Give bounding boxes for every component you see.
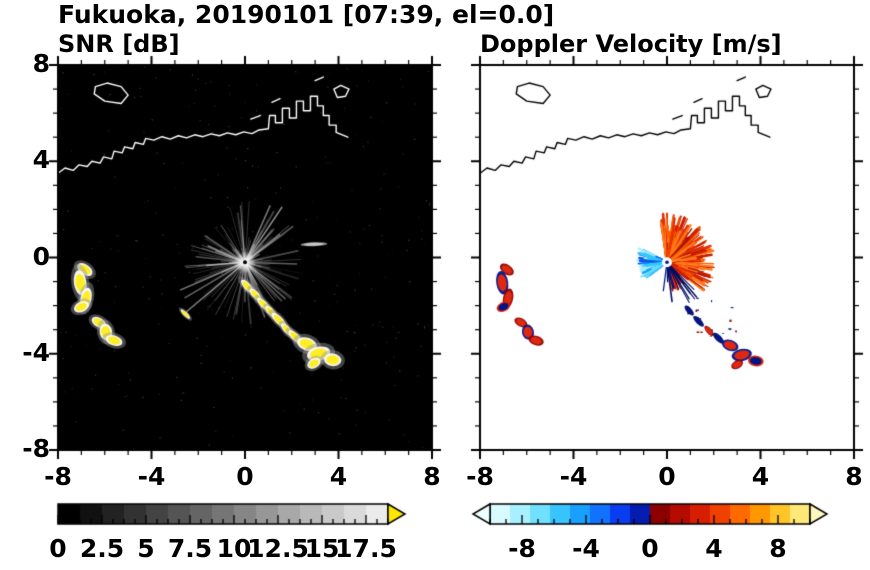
x-tick-label: 4 [329,462,348,491]
y-tick-label: 0 [32,241,50,271]
colorbar-tick-label: 0 [49,534,67,563]
colorbar-tick-label: -4 [572,534,600,563]
colorbar-tick-label: 17.5 [335,534,397,563]
colorbar-tick-label: 12.5 [247,534,309,563]
colorbar-tick-label: 2.5 [79,534,125,563]
y-tick-label: 8 [32,49,50,78]
y-tick-label: -4 [22,337,50,367]
y-tick-label: 4 [32,145,50,175]
x-tick-label: -8 [44,462,72,491]
x-tick-label: 0 [658,462,676,491]
x-tick-label: -4 [137,462,166,491]
colorbar-tick-label: 10 [216,534,252,563]
colorbar-tick-label: 7.5 [167,534,213,563]
x-tick-label: 8 [423,462,441,491]
x-tick-label: 4 [751,462,770,491]
colorbar-tick-label: -8 [508,534,536,563]
figure-title: Fukuoka, 20190101 [07:39, el=0.0] [58,0,555,29]
x-tick-label: -8 [466,462,494,491]
y-tick-label: -8 [22,434,50,463]
colorbar-tick-label: 5 [137,534,155,563]
colorbar-tick-label: 15 [304,534,340,563]
colorbar-tick-label: 8 [769,534,787,563]
colorbar-tick-label: 4 [705,534,723,563]
x-tick-label: 0 [236,462,254,491]
doppler-panel-title: Doppler Velocity [m/s] [480,30,782,58]
x-tick-label: -4 [559,462,588,491]
colorbar-tick-label: 0 [641,534,659,563]
x-tick-label: 8 [845,462,863,491]
snr-panel-title: SNR [dB] [58,30,180,58]
